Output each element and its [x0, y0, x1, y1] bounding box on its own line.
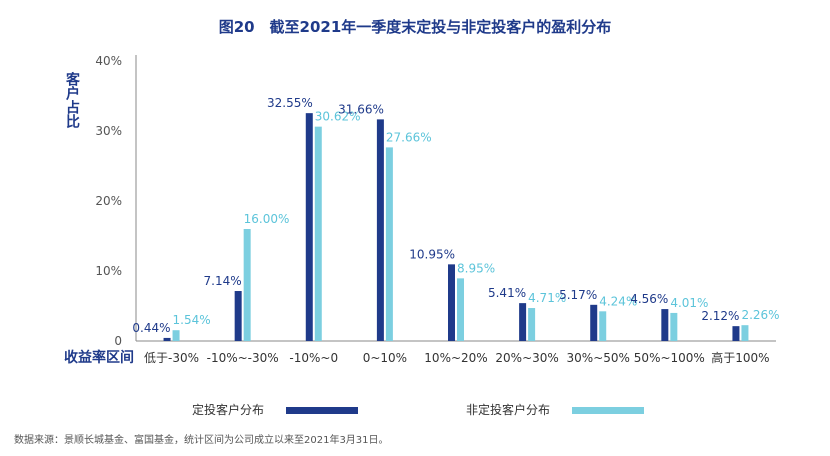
- bar-label-series-1: 31.66%: [338, 102, 384, 116]
- bar-series-1: [732, 326, 740, 341]
- bar-label-series-1: 0.44%: [132, 321, 170, 335]
- x-tick-label: 10%~20%: [424, 351, 487, 365]
- bar-series-1: [376, 119, 384, 341]
- bar-label-series-1: 5.17%: [559, 288, 597, 302]
- bar-label-series-2: 16.00%: [244, 212, 290, 226]
- bar-series-2: [243, 229, 251, 341]
- x-tick-label: 低于-30%: [144, 351, 199, 365]
- bar-label-series-1: 7.14%: [204, 274, 242, 288]
- bar-label-series-1: 10.95%: [409, 247, 455, 261]
- bar-series-2: [528, 308, 536, 341]
- bar-series-1: [519, 303, 527, 341]
- bar-label-series-1: 5.41%: [488, 286, 526, 300]
- x-tick-label: 20%~30%: [495, 351, 558, 365]
- bar-label-series-2: 4.71%: [528, 291, 566, 305]
- bar-series-2: [385, 147, 393, 341]
- bars-group: [163, 113, 749, 342]
- x-tick-label: -10%~-30%: [207, 351, 279, 365]
- y-tick-label: 0: [114, 334, 122, 348]
- source-note: 数据来源：景顺长城基金、富国基金，统计区间为公司成立以来至2021年3月31日。: [14, 433, 389, 446]
- bar-series-2: [741, 325, 749, 341]
- bar-series-1: [661, 309, 669, 341]
- x-tick-label: -10%~0: [289, 351, 338, 365]
- bar-label-series-2: 2.26%: [741, 308, 779, 322]
- bar-label-series-2: 1.54%: [173, 313, 211, 327]
- bar-series-2: [457, 278, 464, 341]
- bar-label-series-1: 2.12%: [701, 309, 739, 323]
- bar-series-2: [172, 330, 180, 341]
- legend-label-series-1: 定投客户分布: [192, 402, 264, 417]
- legend-swatch-series-2: [572, 407, 644, 414]
- bar-label-series-2: 4.01%: [670, 296, 708, 310]
- x-tick-label: 30%~50%: [567, 351, 630, 365]
- y-tick-label: 30%: [95, 124, 122, 138]
- y-tick-label: 20%: [95, 194, 122, 208]
- y-axis-label: 客户占比: [64, 71, 81, 129]
- y-tick-label: 10%: [95, 264, 122, 278]
- y-tick-label: 40%: [95, 54, 122, 68]
- bar-label-series-1: 32.55%: [267, 96, 313, 110]
- x-tick-label: 0~10%: [363, 351, 407, 365]
- bar-series-2: [599, 311, 607, 341]
- legend-label-series-2: 非定投客户分布: [466, 402, 550, 417]
- chart-title: 图20 截至2021年一季度末定投与非定投客户的盈利分布: [219, 18, 612, 36]
- bar-labels-group: 0.44%1.54%7.14%16.00%32.55%30.62%31.66%2…: [132, 96, 779, 335]
- legend-swatch-series-1: [286, 407, 358, 414]
- bar-series-1: [448, 264, 455, 341]
- bar-label-series-2: 4.24%: [599, 294, 637, 308]
- x-axis-ticks: 低于-30% -10%~-30% -10%~0 0~10% 10%~20% 20%~30%…: [144, 350, 770, 365]
- x-tick-label: 高于100%: [711, 350, 769, 365]
- x-tick-label: 50%~100%: [634, 351, 705, 365]
- bar-label-series-2: 8.95%: [457, 261, 495, 275]
- bar-series-2: [314, 126, 322, 341]
- bar-label-series-1: 4.56%: [630, 292, 668, 306]
- bar-label-series-2: 30.62%: [315, 110, 361, 124]
- bar-series-2: [670, 312, 678, 341]
- x-axis-label: 收益率区间: [64, 349, 134, 366]
- bar-series-1: [590, 304, 598, 341]
- bar-series-1: [163, 337, 171, 341]
- bar-series-1: [305, 113, 313, 342]
- legend: 定投客户分布 非定投客户分布: [192, 402, 644, 417]
- bar-series-1: [234, 291, 242, 341]
- y-axis-ticks: 0 10% 20% 30% 40%: [95, 54, 122, 348]
- bar-label-series-2: 27.66%: [386, 130, 432, 144]
